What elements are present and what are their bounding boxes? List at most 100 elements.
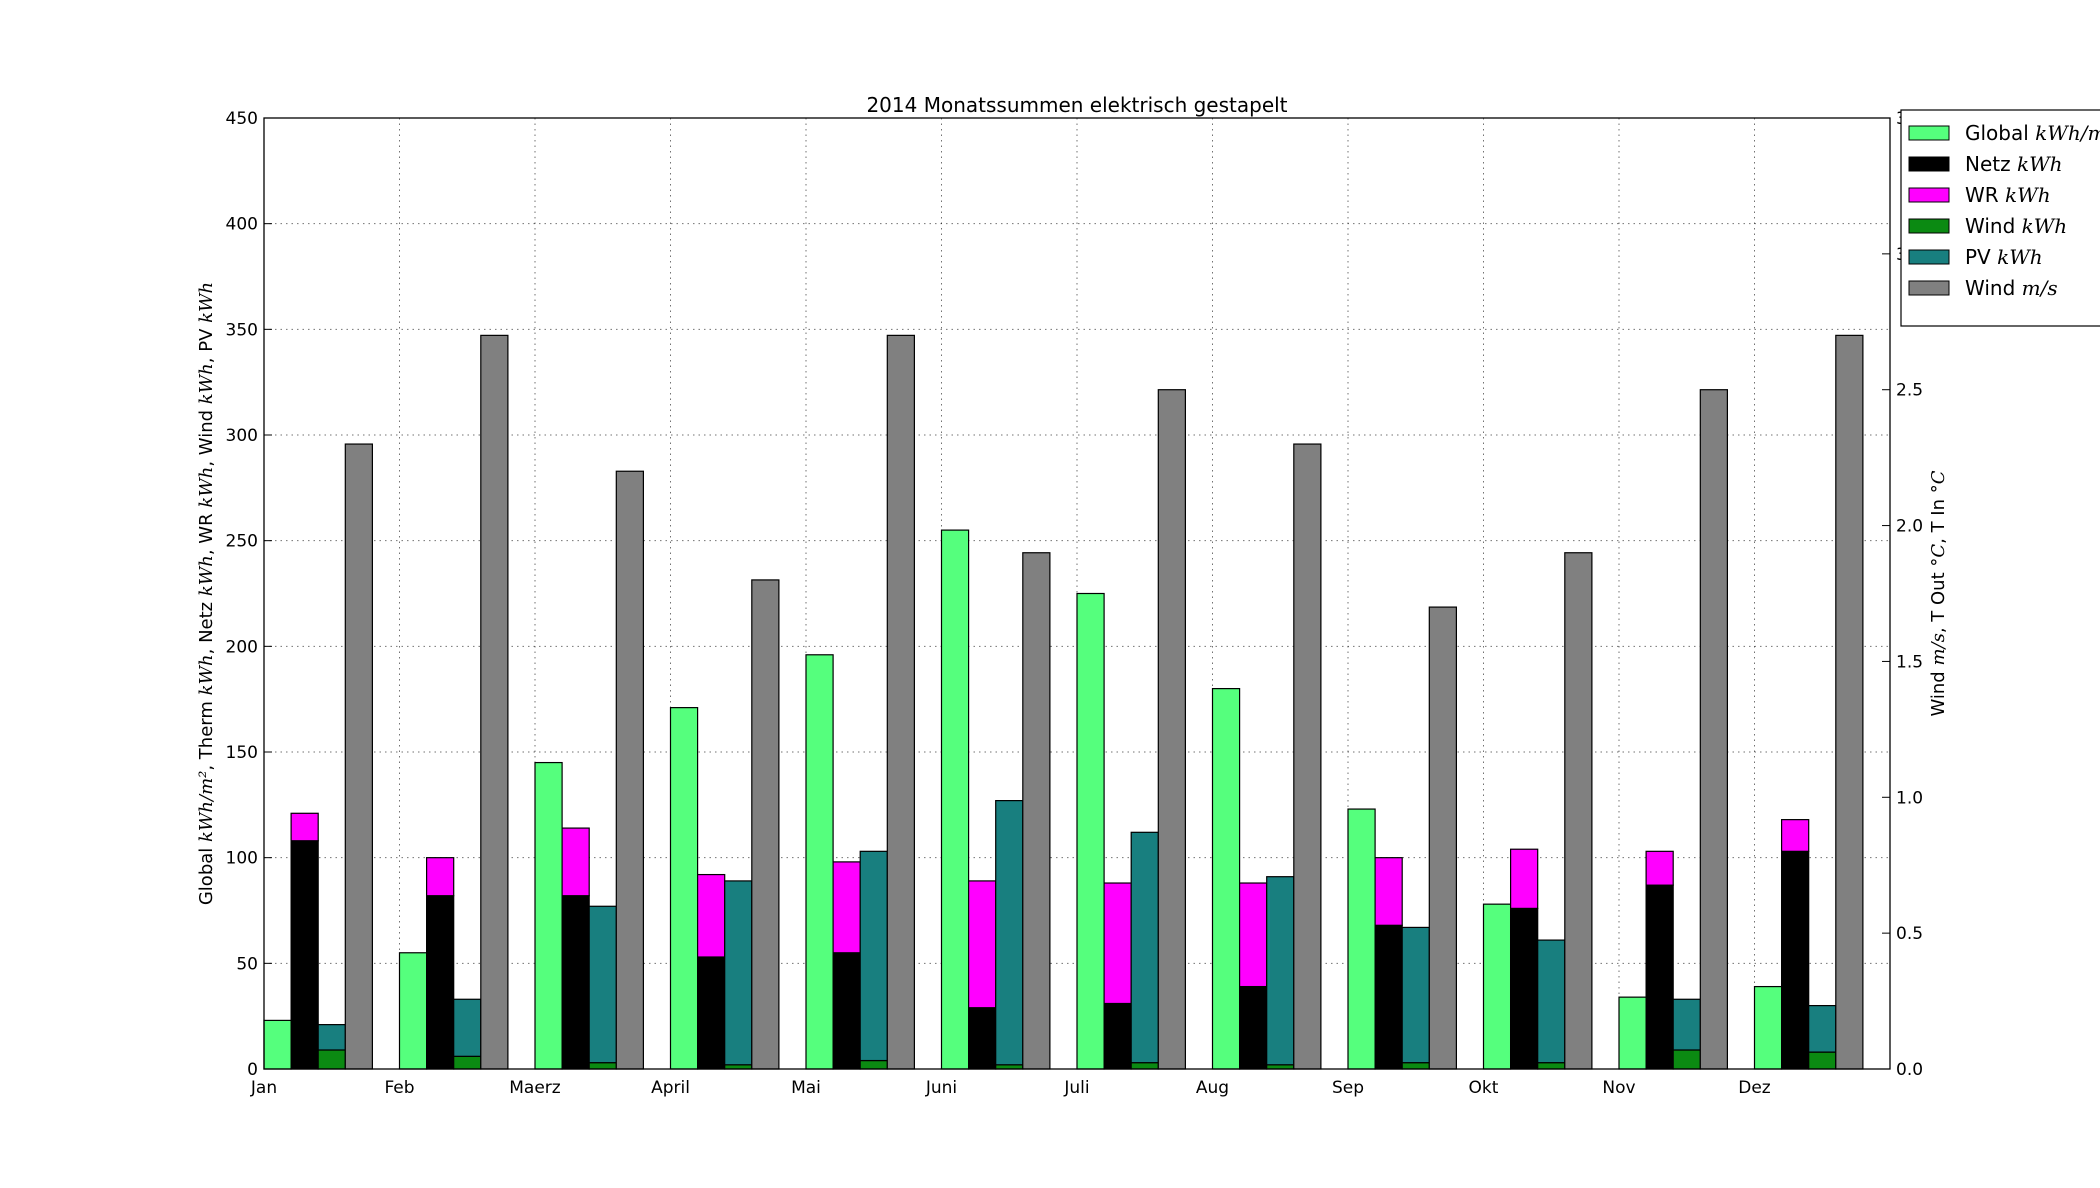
bar-netz-april <box>696 956 726 1070</box>
bar-pv-mai <box>859 850 888 1062</box>
legend-entry-wind_ms: Wind m/s <box>1965 276 2058 300</box>
x-tick-label-aug: Aug <box>1196 1078 1229 1098</box>
y-tick-label: 400 <box>226 215 258 235</box>
bar-netz-sep <box>1374 924 1403 1070</box>
bar-pv-jan <box>317 1024 346 1051</box>
bar-global-juli <box>1076 592 1105 1070</box>
bar-global-okt <box>1482 903 1512 1070</box>
x-tick-label-feb: Feb <box>384 1078 414 1098</box>
bar-wind_ms-sep <box>1428 606 1458 1070</box>
x-tick-label-juli: Juli <box>1063 1078 1089 1098</box>
y-tick-label: 450 <box>226 109 258 129</box>
bar-wind_ms-maerz <box>615 470 644 1070</box>
bar-netz-aug <box>1238 985 1268 1070</box>
bar-global-nov <box>1618 996 1647 1070</box>
x-tick-label-maerz: Maerz <box>509 1078 561 1098</box>
bar-pv-juni <box>995 800 1024 1066</box>
bar-global-mai <box>805 654 834 1070</box>
x-tick-label-nov: Nov <box>1602 1078 1635 1098</box>
bar-wr-maerz <box>561 827 590 897</box>
bar-pv-maerz <box>588 905 617 1064</box>
y-tick-label: 300 <box>226 426 258 446</box>
bar-global-sep <box>1347 808 1376 1070</box>
bar-wr-juli <box>1103 882 1132 1005</box>
bar-netz-juli <box>1103 1002 1132 1070</box>
bar-wind_kwh-juli <box>1130 1062 1159 1070</box>
bar-pv-feb <box>453 998 482 1057</box>
bar-global-jan <box>263 1019 292 1070</box>
bar-netz-maerz <box>561 895 590 1070</box>
legend-swatch-wr <box>1908 187 1950 203</box>
bar-wr-april <box>696 873 726 958</box>
y-axis-label: Global kWh/m², Therm kWh, Netz kWh, WR k… <box>196 282 217 905</box>
y-tick-label: 100 <box>226 849 258 869</box>
bar-pv-nov <box>1672 998 1701 1051</box>
bar-wr-dez <box>1780 819 1810 852</box>
axes-ticks: 0 50 100 150 200 250 300 350 400 450 0.0 0.5 1.0 1.5 2… <box>226 109 1924 1098</box>
legend-entry-wr: WR kWh <box>1965 183 2051 207</box>
bar-wind_ms-nov <box>1699 389 1729 1070</box>
bar-wind_ms-okt <box>1564 552 1593 1070</box>
bar-wr-okt <box>1509 848 1539 909</box>
bar-wr-sep <box>1374 857 1403 926</box>
legend: Global kWh/m Netz kWh WR kWh Wind kWh PV kWh… <box>1900 109 2100 327</box>
y-tick-label: 200 <box>226 637 258 657</box>
bar-wind_kwh-mai <box>859 1059 888 1070</box>
legend-swatch-netz <box>1908 156 1950 172</box>
bars <box>263 334 1864 1070</box>
bar-netz-juni <box>967 1007 997 1070</box>
bar-wr-juni <box>967 880 997 1009</box>
legend-swatch-wind_kwh <box>1908 218 1950 234</box>
y-tick-label: 0 <box>247 1060 258 1080</box>
bar-pv-okt <box>1537 939 1566 1064</box>
x-tick-label-april: April <box>651 1078 690 1098</box>
bar-netz-dez <box>1780 850 1810 1070</box>
y2-tick-label: 0.5 <box>1896 924 1923 944</box>
legend-swatch-global <box>1908 125 1950 141</box>
y2-axis-label: Wind m/s, T Out °C, T In °C <box>1928 470 1949 716</box>
bar-wr-jan <box>290 812 319 842</box>
bar-pv-juli <box>1130 831 1159 1064</box>
bar-wind_kwh-dez <box>1808 1051 1837 1070</box>
bar-wr-nov <box>1645 850 1674 886</box>
bar-wind_kwh-maerz <box>588 1062 617 1070</box>
y-tick-label: 250 <box>226 532 258 552</box>
bar-global-aug <box>1211 687 1241 1070</box>
legend-entry-pv: PV kWh <box>1965 245 2043 269</box>
bar-wind_ms-dez <box>1835 334 1864 1070</box>
x-tick-label-sep: Sep <box>1332 1078 1364 1098</box>
bar-wr-feb <box>426 857 455 897</box>
x-tick-label-mai: Mai <box>791 1078 821 1098</box>
x-tick-label-jan: Jan <box>250 1078 277 1098</box>
y2-tick-label: 2.0 <box>1896 517 1923 537</box>
legend-entry-global: Global kWh/m <box>1965 121 2100 145</box>
bar-pv-sep <box>1401 926 1430 1064</box>
legend-swatch-pv <box>1908 249 1950 265</box>
y2-tick-label: 0.0 <box>1896 1060 1923 1080</box>
bar-wind_ms-juli <box>1157 389 1187 1070</box>
chart-title: 2014 Monatssummen elektrisch gestapelt <box>866 93 1287 117</box>
bar-pv-april <box>724 880 753 1066</box>
bar-pv-aug <box>1266 876 1295 1066</box>
bar-wind_ms-juni <box>1022 552 1051 1070</box>
bar-global-maerz <box>534 761 563 1070</box>
x-tick-label-okt: Okt <box>1469 1078 1499 1098</box>
x-tick-label-dez: Dez <box>1738 1078 1771 1098</box>
y2-tick-label: 2.5 <box>1896 381 1923 401</box>
bar-wind_kwh-feb <box>453 1055 482 1070</box>
bar-wr-mai <box>832 861 861 954</box>
bar-pv-dez <box>1808 1004 1837 1053</box>
bar-global-juni <box>940 529 970 1070</box>
y-tick-label: 350 <box>226 320 258 340</box>
y-tick-label: 150 <box>226 743 258 763</box>
bar-global-dez <box>1753 985 1783 1070</box>
bar-wind_ms-mai <box>886 334 915 1070</box>
bar-wind_kwh-jan <box>317 1049 346 1070</box>
bar-wind_ms-jan <box>344 443 373 1070</box>
bar-wind_ms-april <box>751 579 780 1070</box>
y-tick-label: 50 <box>236 954 258 974</box>
bar-wind_kwh-okt <box>1537 1062 1566 1070</box>
legend-entry-netz: Netz kWh <box>1965 152 2063 176</box>
y2-tick-label: 1.0 <box>1896 788 1923 808</box>
